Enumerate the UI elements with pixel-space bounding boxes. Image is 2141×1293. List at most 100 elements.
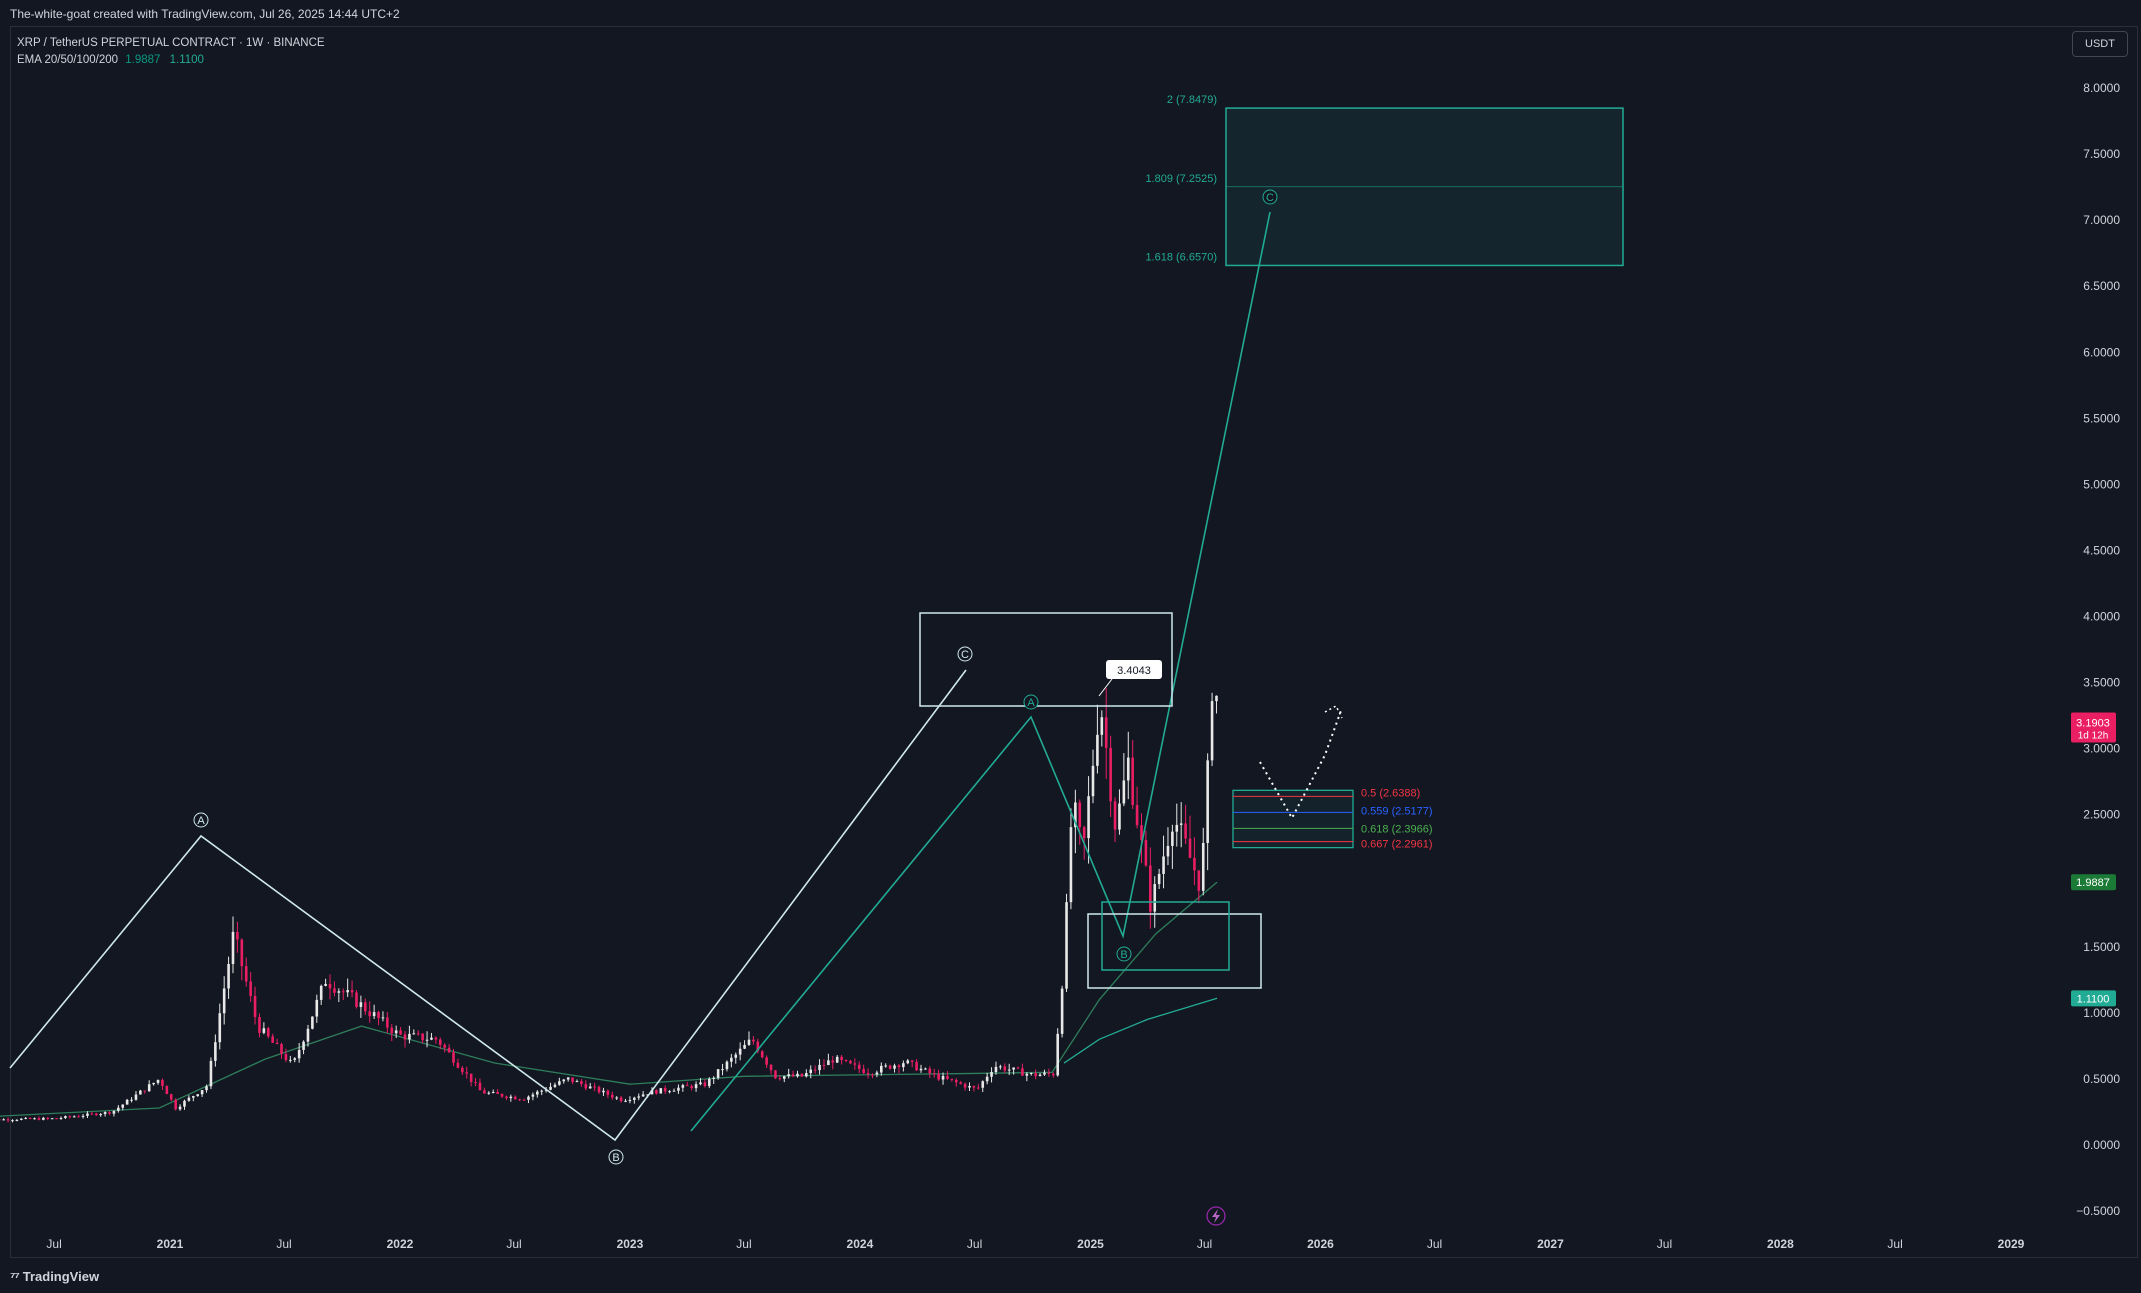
candle-body — [103, 1112, 107, 1115]
candle-body — [333, 988, 336, 993]
candle-body — [1091, 765, 1095, 797]
y-tick-label: 6.0000 — [2083, 345, 2120, 359]
wave-label-b-white: B — [608, 1149, 624, 1165]
candle-body — [743, 1044, 746, 1049]
candle-body — [1135, 804, 1139, 826]
candle-body — [1029, 1073, 1033, 1075]
axis-layer: 8.0000 7.5000 7.0000 6.5000 6.0000 5.5000 5.00… — [46, 81, 2120, 1251]
wave-label-a-teal: A — [1023, 694, 1039, 710]
candle-body — [513, 1096, 517, 1100]
candle-body — [831, 1060, 835, 1063]
candle-body — [77, 1116, 80, 1118]
candle-body — [787, 1074, 790, 1077]
candle-body — [703, 1082, 707, 1087]
candle-body — [1038, 1074, 1042, 1077]
candle-body — [857, 1064, 861, 1069]
candle-body — [134, 1094, 138, 1100]
ema-price-label-2: 1.1100 — [2071, 990, 2116, 1007]
candle-body — [474, 1081, 477, 1083]
candle-body — [1065, 902, 1068, 989]
candle-body — [699, 1082, 702, 1085]
candle-body — [461, 1067, 464, 1073]
candle-body — [491, 1091, 495, 1093]
lightning-icon — [1206, 1206, 1226, 1226]
candle-body — [941, 1075, 945, 1080]
wave-label-circle — [193, 812, 209, 828]
candle-body — [196, 1094, 200, 1097]
y-tick-label: 0.0000 — [2083, 1138, 2120, 1152]
candle-body — [840, 1056, 843, 1061]
candle-body — [447, 1047, 451, 1053]
candle-body — [897, 1065, 901, 1068]
candle-body — [663, 1088, 667, 1092]
candle-body — [403, 1034, 407, 1040]
candle-body — [341, 991, 345, 993]
last-price-countdown: 1d 12h — [2078, 730, 2109, 741]
candle-body — [293, 1058, 297, 1060]
x-tick-label: Jul — [736, 1237, 751, 1251]
candle-body — [200, 1090, 204, 1095]
candle-body — [438, 1039, 442, 1045]
candle-body — [183, 1100, 186, 1107]
x-tick-label: 2026 — [1307, 1237, 1334, 1251]
candle-body — [271, 1036, 274, 1043]
candle-body — [289, 1059, 292, 1061]
candle-body — [725, 1061, 729, 1070]
candle-body — [681, 1085, 685, 1088]
candle-body — [59, 1118, 63, 1120]
chart-legend: XRP / TetherUS PERPETUAL CONTRACT · 1W ·… — [17, 35, 325, 69]
candle-body — [536, 1091, 539, 1095]
candle-body — [86, 1113, 89, 1116]
ema-legend-row[interactable]: EMA 20/50/100/200 1.9887 1.1100 — [17, 52, 325, 69]
tradingview-logo[interactable]: ⁷⁷ TradingView — [10, 1269, 99, 1284]
ema-price-box-1 — [2071, 874, 2116, 891]
ema-price-label-1: 1.9887 — [2071, 874, 2116, 891]
candle-body — [809, 1069, 813, 1074]
candle-body — [919, 1068, 923, 1071]
candle-body — [386, 1017, 389, 1028]
wave-label-a-white: A — [193, 812, 209, 828]
support-box-white — [1087, 913, 1262, 989]
currency-button[interactable]: USDT — [2072, 31, 2128, 57]
fib-retracement-label: 0.618 (2.3966) — [1361, 823, 1433, 835]
candle-body — [509, 1096, 513, 1099]
candle-body — [716, 1069, 720, 1078]
candle-body — [1157, 873, 1161, 885]
candle-body — [650, 1090, 654, 1095]
candle-body — [1149, 865, 1152, 912]
fib-retracement-label: 0.559 (2.5177) — [1361, 805, 1433, 817]
candle-body — [456, 1062, 460, 1068]
candle-body — [381, 1017, 385, 1019]
candle-body — [721, 1069, 724, 1071]
price-callout-pointer — [1098, 678, 1113, 697]
candle-body — [355, 992, 358, 1007]
candle-body — [359, 1002, 363, 1007]
candle-body — [46, 1117, 50, 1119]
symbol-title[interactable]: XRP / TetherUS PERPETUAL CONTRACT · 1W ·… — [17, 37, 325, 49]
candle-body — [875, 1072, 879, 1075]
candle-body — [147, 1084, 151, 1092]
x-tick-label: Jul — [276, 1237, 291, 1251]
candle-body — [452, 1052, 455, 1063]
candle-body — [915, 1061, 918, 1071]
candle-body — [738, 1048, 742, 1055]
candle-body — [284, 1053, 288, 1061]
candle-body — [416, 1033, 420, 1035]
candle-body — [412, 1033, 416, 1035]
candle-body — [121, 1104, 125, 1108]
candle-body — [637, 1096, 641, 1098]
drawings-layer: 2 (7.8479) 1.809 (7.2525) 1.618 (6.6570) 0.… — [9, 94, 1624, 1165]
candle-body — [500, 1093, 504, 1097]
candle-body — [90, 1113, 94, 1115]
candle-body — [174, 1099, 177, 1110]
candle-body — [849, 1060, 852, 1064]
candle-body — [888, 1065, 892, 1069]
candle-body — [805, 1073, 808, 1077]
candle-body — [306, 1028, 310, 1042]
y-tick-label: 0.5000 — [2083, 1072, 2120, 1086]
candle-body — [1007, 1069, 1011, 1071]
candle-body — [178, 1106, 182, 1110]
candle-body — [1047, 1072, 1051, 1074]
